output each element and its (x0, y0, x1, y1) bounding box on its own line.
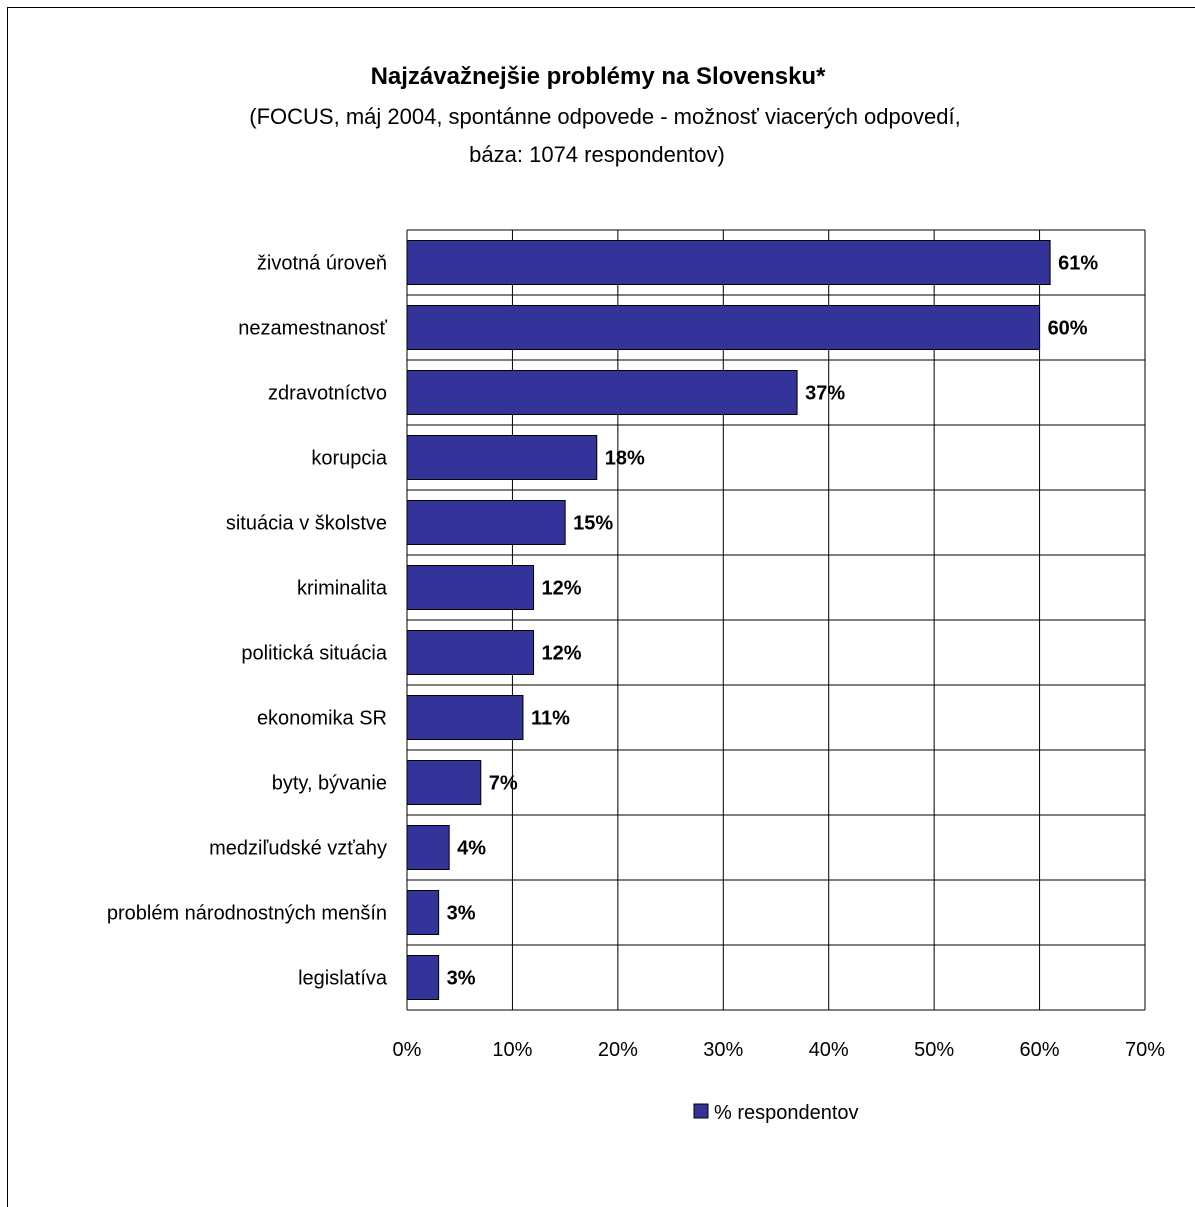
category-label: ekonomika SR (257, 708, 387, 730)
data-label: 4% (457, 838, 486, 860)
data-label: 15% (573, 513, 613, 535)
bar (406, 435, 598, 480)
legend-swatch (693, 1103, 709, 1119)
category-label: zdravotníctvo (268, 383, 387, 405)
data-label: 37% (805, 383, 845, 405)
data-label: 7% (489, 773, 518, 795)
category-label: medziľudské vzťahy (209, 838, 387, 860)
data-label: 12% (542, 643, 582, 665)
x-tick-label: 30% (703, 1039, 743, 1061)
data-label: 3% (447, 903, 476, 925)
x-tick-label: 40% (809, 1039, 849, 1061)
chart-title: Najzávažnejšie problémy na Slovensku* (371, 63, 827, 90)
bar (406, 890, 440, 935)
x-tick-label: 70% (1125, 1039, 1165, 1061)
bar (406, 955, 440, 1000)
data-label: 3% (447, 968, 476, 990)
bar (406, 305, 1041, 350)
data-label: 60% (1048, 318, 1088, 340)
chart-frame (7, 7, 1195, 1207)
category-label: nezamestnanosť (238, 318, 387, 340)
bar (406, 500, 566, 545)
data-label: 18% (605, 448, 645, 470)
plot-area: 61% životná úroveň 60% nezamestnanosť 37% zdr… (107, 229, 1165, 1061)
category-label: životná úroveň (257, 253, 387, 275)
bar (406, 760, 482, 805)
bar (406, 240, 1051, 285)
bar (406, 370, 798, 415)
x-tick-label: 0% (393, 1039, 422, 1061)
data-label: 12% (542, 578, 582, 600)
category-label: byty, bývanie (272, 773, 387, 795)
chart-svg: Najzávažnejšie problémy na Slovensku* (F… (107, 63, 1165, 1124)
data-label: 11% (531, 708, 570, 730)
category-label: kriminalita (297, 578, 388, 600)
x-tick-label: 10% (492, 1039, 532, 1061)
bar (406, 695, 524, 740)
bar (406, 825, 450, 870)
chart-subtitle-line-2: báza: 1074 respondentov) (469, 142, 725, 167)
legend-label: % respondentov (714, 1102, 859, 1124)
category-label: legislatíva (298, 968, 388, 990)
bar (406, 630, 535, 675)
category-label: politická situácia (241, 643, 388, 665)
chart-subtitle-line-1: (FOCUS, máj 2004, spontánne odpovede - m… (249, 104, 960, 129)
category-label: situácia v školstve (226, 513, 387, 535)
category-label: problém národnostných menšín (107, 903, 387, 925)
x-tick-label: 20% (598, 1039, 638, 1061)
category-label: korupcia (311, 448, 387, 470)
x-tick-label: 60% (1020, 1039, 1060, 1061)
x-tick-label: 50% (914, 1039, 954, 1061)
bar (406, 565, 535, 610)
data-label: 61% (1058, 253, 1098, 275)
legend: % respondentov (693, 1102, 859, 1124)
